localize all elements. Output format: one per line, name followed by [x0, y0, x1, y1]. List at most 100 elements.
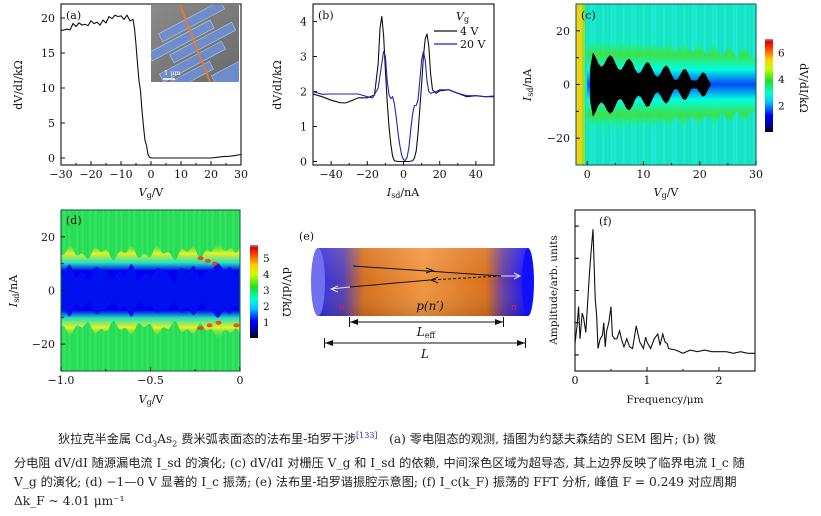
x-tick-label: 0 — [584, 168, 591, 181]
sem-inset-image: 1 μm — [151, 5, 239, 82]
inset-scale-label: 1 μm — [164, 69, 181, 77]
heatmap-stripe — [585, 4, 587, 165]
reference-link[interactable]: [133] — [356, 431, 378, 440]
n-region-right-label: n — [511, 303, 517, 313]
panel-b-legend: Vg 4 V 20 V — [434, 10, 486, 51]
x-tick-label: −20 — [79, 168, 102, 181]
panel-f-label: (f) — [599, 215, 612, 228]
x-tick-label: 20 — [433, 168, 447, 181]
heatmap-hotspot — [215, 320, 222, 325]
caption-line-1: 狄拉克半金属 Cd3As2 费米弧表面态的法布里-珀罗干涉[133] (a) 零… — [58, 431, 716, 449]
panel-d: −1.0 −0.5 0 −20 0 20 (d) 1 2 3 4 5 dV/dI/kΩ Isd/n… — [7, 209, 293, 407]
panel-a: −30 −20 −10 0 10 20 30 0 5 10 15 20 1 μm (a) dV/dI/… — [12, 3, 248, 200]
panel-d-colorbar — [250, 245, 258, 338]
panel-a-plot: −30 −20 −10 0 10 20 30 0 5 10 15 20 — [41, 3, 248, 181]
y-tick-label: 0 — [300, 156, 307, 169]
panel-c: 0 10 20 30 −20 0 20 (c) 2 4 6 dV/dI/kΩ Isd/nA Vg… — [521, 3, 810, 200]
panel-f: 0 1 2 (f) Amplitude/arb. units Frequency/μ… — [548, 209, 756, 406]
panel-a-ylabel: dV/dI/kΩ — [12, 60, 25, 110]
l-total-dimension: L — [324, 338, 526, 361]
y-tick-label: 20 — [556, 25, 570, 38]
x-tick-label: 30 — [749, 168, 763, 181]
figure-caption: 狄拉克半金属 Cd3As2 费米弧表面态的法布里-珀罗干涉[133] (a) 零… — [14, 426, 814, 511]
caption-line-3: V_g 的演化; (d) −1—0 V 显著的 I_c 振荡; (e) 法布里-… — [14, 474, 737, 489]
caption-line-4: Δk_F ~ 4.01 μm⁻¹ — [14, 493, 125, 508]
panel-c-label: (c) — [581, 9, 596, 22]
caption-line-2: 分电阻 dV/dI 随源漏电流 I_sd 的演化; (c) dV/dI 对栅压 … — [14, 455, 745, 470]
l-total-label: L — [420, 347, 429, 361]
panel-c-heatmap — [576, 4, 756, 165]
x-tick-label: −0.5 — [137, 374, 164, 387]
panel-c-xlabel: Vg/V — [654, 186, 680, 200]
x-tick-label: 10 — [637, 168, 651, 181]
heatmap-hotspot — [204, 258, 211, 263]
heatmap-hotspot — [197, 256, 204, 261]
panel-f-ylabel: Amplitude/arb. units — [548, 235, 560, 346]
x-tick-label: −10 — [109, 168, 132, 181]
legend-title: Vg — [456, 10, 469, 24]
colorbar-tick-label: 3 — [263, 285, 270, 297]
series-line-20V — [313, 51, 494, 162]
y-tick-label: 3 — [300, 51, 307, 64]
panel-c-ylabel: Isd/nA — [521, 68, 535, 102]
heatmap-hotspot — [206, 323, 213, 328]
panel-d-colorbar-label: dV/dI/kΩ — [280, 267, 293, 317]
panel-a-label: (a) — [66, 9, 81, 22]
y-tick-label: 0 — [48, 152, 55, 165]
y-tick-label: 5 — [48, 117, 55, 130]
colorbar-tick-label: 6 — [778, 47, 785, 59]
y-tick-label: −20 — [32, 338, 55, 351]
y-tick-label: 2 — [300, 86, 307, 99]
x-tick-label: −1.0 — [48, 374, 75, 387]
panel-b-ylabel: dV/dI/kΩ — [271, 60, 284, 110]
x-tick-label: −30 — [49, 168, 72, 181]
panel-d-xlabel: Vg/V — [139, 393, 165, 407]
series-line-4V — [313, 16, 494, 163]
colorbar-tick-label: 2 — [778, 100, 785, 112]
y-tick-label: 20 — [41, 231, 55, 244]
y-tick-label: 10 — [41, 82, 55, 95]
panel-d-ylabel: Isd/nA — [7, 274, 21, 308]
heatmap-hotspot — [233, 323, 240, 328]
x-tick-label: 0 — [400, 168, 407, 181]
colorbar-tick-label: 4 — [263, 269, 270, 281]
panel-d-label: (d) — [66, 214, 82, 227]
x-tick-label: 0 — [148, 168, 155, 181]
x-tick-label: 2 — [716, 374, 723, 387]
heatmap-hotspot — [211, 261, 218, 266]
colorbar-tick-label: 2 — [263, 301, 270, 313]
legend-20v-label: 20 V — [460, 38, 486, 51]
x-tick-label: 40 — [469, 168, 483, 181]
l-eff-label: Leff — [416, 325, 437, 340]
panel-e-label: (e) — [299, 230, 314, 243]
panel-b: −40 −20 0 20 40 0 1 2 3 4 (b) Vg 4 V 20 V dV/dI/k… — [271, 3, 495, 200]
y-tick-label: 0 — [48, 285, 55, 298]
x-tick-label: 0 — [572, 374, 579, 387]
y-tick-label: 4 — [300, 16, 307, 29]
y-tick-label: 1 — [300, 121, 307, 134]
y-tick-label: 0 — [563, 79, 570, 92]
plot-frame — [574, 209, 756, 372]
series-line-dVdI — [61, 14, 241, 159]
x-tick-label: 1 — [644, 374, 651, 387]
panel-b-xlabel: Isd/nA — [386, 186, 420, 200]
x-tick-label: −40 — [319, 168, 342, 181]
legend-4v-label: 4 V — [460, 25, 479, 38]
l-eff-dimension: Leff — [349, 317, 504, 340]
panel-a-xlabel: Vg/V — [139, 186, 165, 200]
x-tick-label: 0 — [237, 374, 244, 387]
y-tick-label: 15 — [41, 47, 55, 60]
colorbar-tick-label: 1 — [263, 317, 270, 329]
colorbar-tick-label: 4 — [778, 74, 785, 86]
panel-c-colorbar-label: dV/dI/kΩ — [797, 63, 810, 113]
x-tick-label: −20 — [356, 168, 379, 181]
p-region-label: p(n′) — [416, 299, 444, 313]
x-tick-label: 10 — [174, 168, 188, 181]
panel-d-heatmap — [61, 210, 240, 371]
panel-b-label: (b) — [318, 9, 334, 22]
panel-c-colorbar — [765, 39, 773, 132]
panel-b-plot: −40 −20 0 20 40 0 1 2 3 4 — [300, 3, 495, 181]
x-tick-label: 20 — [204, 168, 218, 181]
fabry-perot-cavity-diagram: n p(n′) n — [311, 248, 534, 316]
